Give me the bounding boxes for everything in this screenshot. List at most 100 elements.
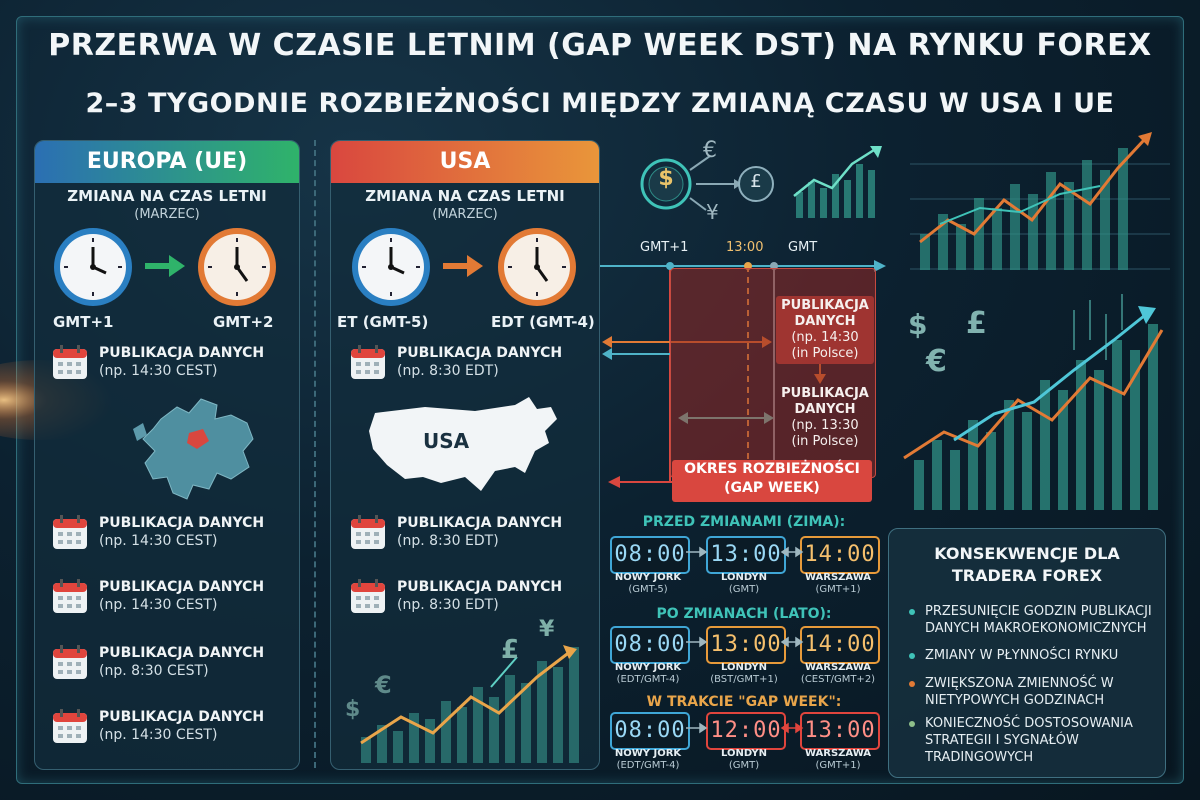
usa-month: (MARZEC)	[432, 207, 498, 222]
pound-coin-icon: £	[750, 171, 762, 192]
yen-symbol: ¥	[539, 617, 555, 642]
publication-time: (np. 14:30 CEST)	[99, 363, 218, 379]
dollar-symbol: $	[908, 308, 928, 341]
calendar-icon	[53, 709, 87, 743]
pub2-time: (np. 13:30	[791, 418, 859, 433]
consequences-title-line2: TRADERA FOREX	[951, 566, 1103, 585]
bullet-icon	[909, 609, 915, 615]
pub1-place: (in Polsce)	[791, 346, 859, 361]
timeline-publication-2: PUBLIKACJA DANYCH (np. 13:30 (in Polsce)	[776, 386, 874, 452]
europe-tz-to: GMT+2	[213, 313, 274, 331]
publication-title: PUBLIKACJA DANYCH	[397, 515, 563, 531]
arrow-right-icon	[145, 255, 185, 277]
pub1-time: (np. 14:30	[791, 330, 859, 345]
publication-time: (np. 14:30 CEST)	[99, 727, 218, 743]
usa-publication-2: PUBLIKACJA DANYCH (np. 8:30 EDT)	[349, 577, 589, 617]
usa-tz-from: ET (GMT-5)	[337, 313, 429, 331]
timeline-publication-1: PUBLIKACJA DANYCH (np. 14:30 (in Polsce)	[776, 296, 874, 364]
publication-title: PUBLIKACJA DANYCH	[397, 579, 563, 595]
pub2-title: PUBLIKACJA	[781, 386, 869, 401]
europe-publication-0: PUBLIKACJA DANYCH (np. 14:30 CEST)	[51, 343, 291, 383]
growth-chart-decoration	[360, 645, 579, 763]
publication-title: PUBLIKACJA DANYCH	[99, 709, 265, 725]
consequence-text: PRZESUNIĘCIE GODZIN PUBLIKACJI DANYCH MA…	[925, 604, 1152, 636]
bullet-icon	[909, 681, 915, 687]
top-right-chart-decoration	[910, 132, 1170, 270]
calendar-icon	[351, 345, 385, 379]
consequences-title-line1: KONSEKWENCJE DLA	[934, 544, 1120, 563]
usa-map-icon	[369, 397, 557, 491]
digital-clock-ny: 08:00	[610, 536, 690, 574]
city-tz: (CEST/GMT+2)	[800, 674, 876, 685]
publication-title: PUBLIKACJA DANYCH	[99, 645, 265, 661]
dollar-coin-icon: $	[658, 166, 674, 191]
pub1-title: PUBLIKACJA	[781, 298, 869, 313]
city-name: LONDYN	[720, 572, 768, 583]
arrow-right-icon	[443, 255, 483, 277]
digital-clock-ny: 08:00	[610, 712, 690, 750]
usa-header: USA	[331, 141, 599, 183]
publication-title: PUBLIKACJA DANYCH	[99, 579, 265, 595]
usa-publication-1: PUBLIKACJA DANYCH (np. 8:30 EDT)	[349, 513, 589, 553]
city-tz: (GMT)	[728, 760, 760, 771]
dollar-symbol: $	[345, 697, 361, 722]
clock-comparisons: PRZED ZMIANAMI (ZIMA): 08:00 13:00 14:00…	[604, 510, 890, 780]
bullet-icon	[909, 653, 915, 659]
euro-coin-icon: €	[703, 138, 717, 163]
europe-publication-4: PUBLIKACJA DANYCH (np. 14:30 CEST)	[51, 707, 291, 747]
europe-change-label: ZMIANA NA CZAS LETNI	[67, 187, 267, 205]
publication-title: PUBLIKACJA DANYCH	[99, 515, 265, 531]
gap-week-label: OKRES ROZBIEŻNOŚCI (GAP WEEK)	[672, 460, 872, 502]
publication-time: (np. 8:30 CEST)	[99, 663, 209, 679]
gap-label-line1: OKRES ROZBIEŻNOŚCI	[684, 461, 860, 477]
digital-clock-london: 12:00	[706, 712, 786, 750]
bullet-icon	[909, 721, 915, 727]
publication-time: (np. 14:30 CEST)	[99, 597, 218, 613]
publication-time: (np. 8:30 EDT)	[397, 533, 499, 549]
clock-icon	[498, 228, 576, 306]
calendar-icon	[351, 579, 385, 613]
europe-publication-3: PUBLIKACJA DANYCH (np. 8:30 CEST)	[51, 643, 291, 683]
city-name: NOWY JORK	[614, 572, 682, 583]
usa-publication-0: PUBLIKACJA DANYCH (np. 8:30 EDT)	[349, 343, 589, 383]
right-growth-chart-decoration	[903, 294, 1164, 510]
calendar-icon	[53, 579, 87, 613]
publication-time: (np. 8:30 EDT)	[397, 597, 499, 613]
main-title: PRZERWA W CZASIE LETNIM (GAP WEEK DST) N…	[48, 28, 1152, 63]
publication-time: (np. 14:30 CEST)	[99, 533, 218, 549]
europe-month: (MARZEC)	[134, 207, 200, 222]
city-tz: (EDT/GMT-4)	[616, 760, 680, 771]
europe-tz-from: GMT+1	[53, 313, 114, 331]
small-bar-chart-decoration	[793, 146, 882, 218]
panel-divider	[314, 140, 316, 768]
publication-time: (np. 8:30 EDT)	[397, 363, 499, 379]
city-tz: (GMT-5)	[628, 584, 668, 595]
europe-header: EUROPA (UE)	[35, 141, 299, 183]
pound-symbol: £	[501, 635, 520, 665]
europe-publication-2: PUBLIKACJA DANYCH (np. 14:30 CEST)	[51, 577, 291, 617]
europe-panel: EUROPA (UE) ZMIANA NA CZAS LETNI (MARZEC…	[34, 140, 300, 770]
currency-exchange-icon	[640, 155, 774, 211]
digital-clock-warsaw: 14:00	[800, 536, 880, 574]
city-name: WARSZAWA	[804, 662, 872, 673]
city-name: WARSZAWA	[804, 748, 872, 759]
timeline-label-gmt: GMT	[788, 240, 818, 255]
comparison-label-summer: PO ZMIANACH (LATO):	[656, 606, 832, 622]
usa-change-label: ZMIANA NA CZAS LETNI	[365, 187, 565, 205]
consequences-title: KONSEKWENCJE DLA TRADERA FOREX	[889, 543, 1165, 587]
consequence-text: ZWIĘKSZONA ZMIENNOŚĆ W NIETYPOWYCH GODZI…	[925, 676, 1114, 708]
europe-map-icon	[133, 398, 254, 500]
euro-symbol: €	[375, 671, 392, 699]
city-tz: (GMT)	[728, 584, 760, 595]
city-name: LONDYN	[720, 662, 768, 673]
clock-icon	[352, 228, 430, 306]
digital-clock-ny: 08:00	[610, 626, 690, 664]
yen-coin-icon: ¥	[706, 200, 719, 224]
city-name: NOWY JORK	[614, 748, 682, 759]
clock-icon	[198, 228, 276, 306]
usa-map: USA	[365, 391, 565, 501]
pub1-title2: DANYCH	[794, 314, 856, 329]
calendar-icon	[53, 645, 87, 679]
comparison-label-winter: PRZED ZMIANAMI (ZIMA):	[642, 514, 846, 530]
